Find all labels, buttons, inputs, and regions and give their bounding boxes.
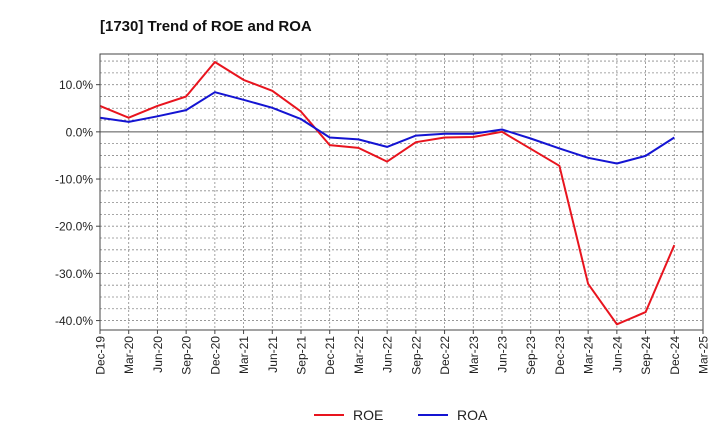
- series-lines: [100, 62, 674, 324]
- x-tick-label: Sep-22: [409, 336, 423, 375]
- x-tick-label: Mar-22: [352, 336, 366, 374]
- legend-label-roe: ROE: [353, 407, 383, 423]
- chart-title: [1730] Trend of ROE and ROA: [100, 18, 312, 35]
- x-tick-label: Sep-24: [639, 336, 653, 375]
- x-tick-label: Dec-19: [94, 336, 108, 375]
- y-tick-label: 10.0%: [59, 78, 93, 92]
- x-tick-label: Dec-24: [668, 336, 682, 375]
- y-tick-label: -10.0%: [55, 173, 93, 187]
- x-tick-label: Dec-22: [438, 336, 452, 375]
- x-tick-label: Jun-23: [496, 336, 510, 373]
- y-tick-label: -40.0%: [55, 314, 93, 328]
- x-axis: Dec-19 Mar-20 Jun-20 Sep-20 Dec-20 Mar-21 Jun-…: [94, 330, 711, 375]
- x-tick-label: Jun-21: [266, 336, 280, 373]
- x-tick-label: Jun-24: [610, 336, 624, 373]
- x-tick-label: Mar-25: [697, 336, 711, 374]
- y-tick-label: 0.0%: [66, 125, 94, 139]
- x-tick-label: Mar-23: [467, 336, 481, 374]
- y-axis: 10.0% 0.0% -10.0% -20.0% -30.0% -40.0%: [55, 78, 100, 328]
- x-tick-label: Sep-20: [180, 336, 194, 375]
- x-tick-label: Jun-22: [381, 336, 395, 373]
- series-line-roe: [100, 62, 674, 324]
- x-tick-label: Sep-21: [295, 336, 309, 375]
- x-tick-label: Mar-21: [237, 336, 251, 374]
- x-tick-label: Mar-24: [582, 336, 596, 374]
- y-tick-label: -30.0%: [55, 267, 93, 281]
- x-tick-label: Mar-20: [122, 336, 136, 374]
- x-tick-label: Dec-21: [323, 336, 337, 375]
- legend-label-roa: ROA: [457, 407, 488, 423]
- legend: ROE ROA: [314, 407, 488, 423]
- grid-lines: [100, 54, 703, 330]
- x-tick-label: Sep-23: [524, 336, 538, 375]
- y-tick-label: -20.0%: [55, 220, 93, 234]
- x-tick-label: Jun-20: [151, 336, 165, 373]
- x-tick-label: Dec-23: [553, 336, 567, 375]
- plot-frame: [100, 54, 703, 330]
- x-tick-label: Dec-20: [208, 336, 222, 375]
